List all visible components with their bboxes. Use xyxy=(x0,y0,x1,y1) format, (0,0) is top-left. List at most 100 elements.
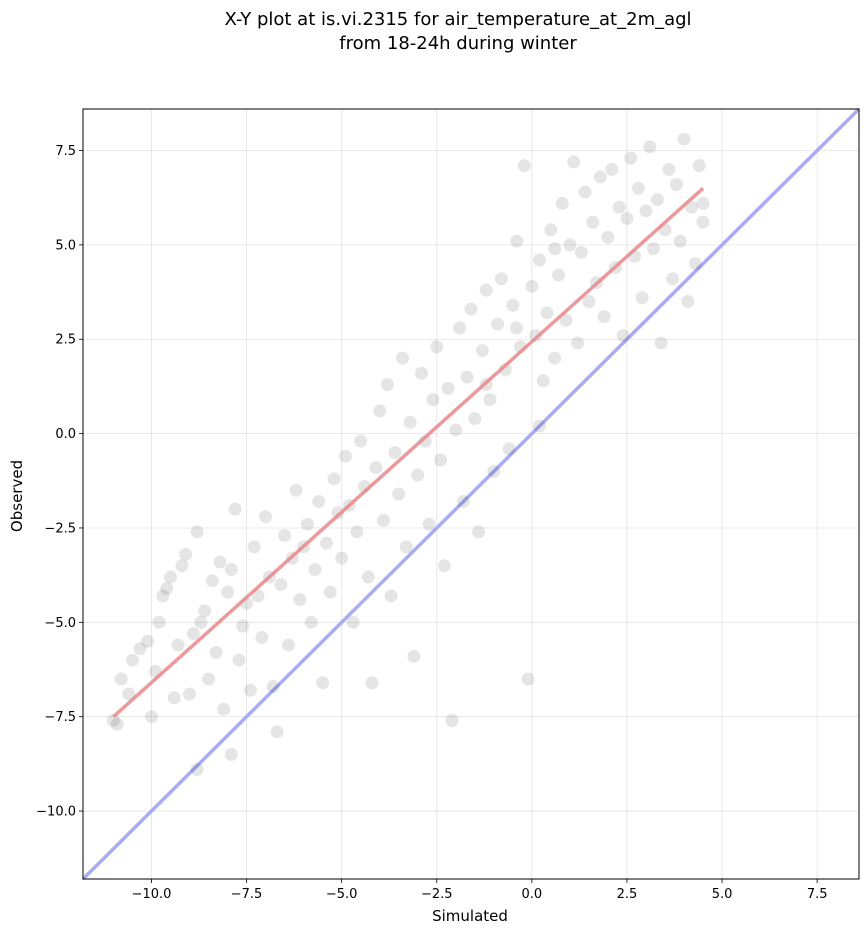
data-point xyxy=(479,283,493,297)
plot-frame xyxy=(82,108,860,880)
data-point xyxy=(441,381,455,395)
data-point xyxy=(144,710,158,724)
data-point xyxy=(654,336,668,350)
data-point xyxy=(426,393,440,407)
data-point xyxy=(266,680,280,693)
data-point xyxy=(251,589,265,603)
data-point xyxy=(327,472,341,486)
data-point xyxy=(491,317,505,331)
data-point xyxy=(430,340,444,354)
data-point xyxy=(403,415,417,429)
data-point xyxy=(593,170,607,184)
data-point xyxy=(510,321,524,335)
data-point xyxy=(449,423,463,437)
data-point xyxy=(194,615,208,629)
data-point xyxy=(110,717,124,731)
data-point xyxy=(274,578,288,592)
data-point xyxy=(612,200,626,214)
data-point xyxy=(278,529,292,543)
y-tick-label: −10.0 xyxy=(36,805,76,820)
data-point xyxy=(559,313,573,327)
data-point xyxy=(574,245,588,259)
data-point xyxy=(190,525,204,539)
data-point xyxy=(354,434,368,448)
data-point xyxy=(544,223,558,237)
data-point xyxy=(163,570,177,584)
data-point xyxy=(407,649,421,663)
y-axis-label: Observed xyxy=(8,460,26,532)
data-point xyxy=(681,295,695,308)
data-point xyxy=(141,634,155,648)
data-point xyxy=(350,525,364,539)
data-points xyxy=(106,132,710,777)
data-point xyxy=(396,351,410,365)
data-point xyxy=(236,619,250,633)
data-point xyxy=(380,378,394,392)
data-point xyxy=(338,449,352,463)
x-tick-label: 0.0 xyxy=(522,887,543,902)
data-point xyxy=(179,547,193,561)
data-point xyxy=(437,559,451,573)
fit-line xyxy=(112,186,705,718)
data-point xyxy=(289,483,303,497)
data-point xyxy=(605,162,619,176)
data-point xyxy=(125,653,139,667)
data-point xyxy=(532,419,546,433)
x-tick-label: −5.0 xyxy=(326,887,358,902)
data-point xyxy=(510,234,524,248)
data-point xyxy=(578,185,592,199)
data-point xyxy=(548,242,562,256)
data-point xyxy=(532,253,546,267)
data-point xyxy=(673,234,687,248)
data-point xyxy=(631,181,645,195)
data-point xyxy=(114,672,128,686)
data-point xyxy=(205,574,219,588)
data-point xyxy=(335,551,349,565)
data-point xyxy=(460,370,474,384)
data-point xyxy=(259,510,273,524)
data-point xyxy=(487,464,501,478)
axis-ticks: −10.0 −7.5 −5.0 −2.5 0.0 2.5 5.0 7.5 −10.0 −7.5 −5… xyxy=(36,144,827,902)
data-point xyxy=(106,713,120,727)
data-point xyxy=(316,676,330,690)
data-point xyxy=(696,196,710,210)
data-point xyxy=(156,589,170,603)
data-point xyxy=(365,676,379,690)
data-point xyxy=(662,162,676,176)
data-point xyxy=(346,615,360,629)
data-point xyxy=(300,517,314,531)
data-point xyxy=(525,279,539,293)
data-point xyxy=(494,272,508,286)
data-point xyxy=(685,200,699,214)
data-point xyxy=(464,302,478,316)
data-point xyxy=(555,196,569,210)
x-tick-label: −7.5 xyxy=(231,887,263,902)
chart-subtitle: from 18-24h during winter xyxy=(339,33,577,54)
data-point xyxy=(213,555,227,569)
data-point xyxy=(319,536,333,550)
y-tick-label: 2.5 xyxy=(55,333,76,348)
data-point xyxy=(308,562,322,576)
data-point xyxy=(270,725,284,739)
data-point xyxy=(399,540,413,554)
y-tick-label: −7.5 xyxy=(44,710,76,725)
data-point xyxy=(635,291,649,305)
data-point xyxy=(567,155,581,169)
data-point xyxy=(643,140,657,154)
identity-line-layer xyxy=(81,107,861,881)
data-point xyxy=(369,461,383,475)
y-tick-label: −5.0 xyxy=(44,616,76,631)
data-point xyxy=(152,615,166,629)
data-point xyxy=(616,328,630,342)
data-point xyxy=(453,321,467,335)
data-point xyxy=(517,159,531,173)
data-point xyxy=(228,502,242,516)
data-point xyxy=(475,344,489,358)
data-point xyxy=(502,442,516,456)
data-point xyxy=(601,230,615,244)
data-point xyxy=(209,646,223,660)
data-point xyxy=(677,132,691,146)
data-point xyxy=(551,268,565,282)
data-point xyxy=(190,763,204,777)
